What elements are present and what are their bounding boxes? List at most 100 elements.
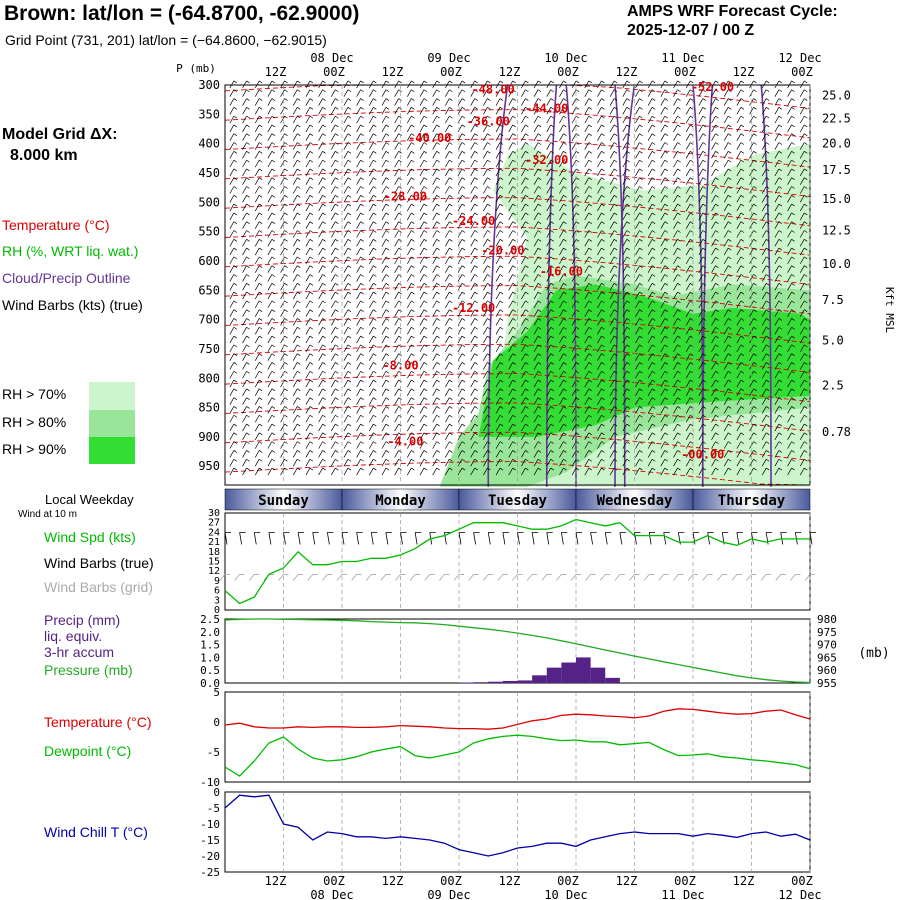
- wind-barb: [445, 379, 453, 388]
- wind-barb: [407, 98, 415, 106]
- wind-barb: [483, 344, 491, 353]
- top-x-tick: 12Z: [265, 65, 287, 79]
- forecast-cycle-label: AMPS WRF Forecast Cycle:: [627, 3, 838, 20]
- wind-barb: [609, 291, 618, 300]
- wind-barb: [597, 177, 605, 185]
- wind-barb: [343, 230, 352, 238]
- wind-barb: [635, 362, 643, 370]
- wind-barb: [761, 318, 770, 326]
- wind-barb: [368, 274, 377, 282]
- wind-barb: [356, 414, 364, 423]
- wind-barb: [774, 230, 783, 238]
- wind-barb: [799, 221, 808, 229]
- wind-barb: [584, 458, 592, 467]
- wind-barb: [609, 458, 618, 467]
- wind-barb: [343, 274, 352, 282]
- wind-barb: [419, 432, 428, 441]
- wind-barb: [419, 203, 428, 212]
- wind-barb: [711, 212, 719, 221]
- wind-barb: [761, 309, 770, 317]
- wind-barb: [432, 309, 440, 317]
- wind-barb: [432, 300, 440, 309]
- wind-barb: [368, 107, 377, 115]
- wind-barb: [685, 133, 694, 141]
- wind-barb: [381, 379, 390, 388]
- wind-barb: [749, 423, 757, 432]
- wind-barb-true: [385, 532, 392, 545]
- wind-barb: [280, 423, 288, 432]
- wind-barb: [368, 353, 377, 361]
- wind-barb: [432, 221, 440, 229]
- wind-barb: [799, 124, 808, 133]
- wind-barb: [368, 89, 377, 97]
- wind-barb: [749, 344, 757, 353]
- wind-y-tick: 9: [214, 576, 220, 587]
- wind-barb: [660, 142, 669, 150]
- wind-barb: [698, 89, 707, 97]
- legend-windchill: Wind Chill T (°C): [44, 824, 148, 840]
- wind-barb: [242, 265, 250, 273]
- bottom-x-tick: 12Z: [499, 874, 521, 888]
- wind-barb: [495, 89, 504, 97]
- wind-barb: [546, 230, 554, 238]
- wind-barb: [280, 151, 288, 159]
- wind-barb: [521, 195, 529, 203]
- wind-barb: [597, 379, 605, 388]
- wind-barb: [229, 370, 238, 379]
- wind-barb: [609, 467, 618, 476]
- wind-barb: [559, 230, 567, 238]
- wind-barb: [559, 379, 567, 388]
- top-x-tick: 00Z: [791, 65, 813, 79]
- wind-barb: [609, 151, 618, 159]
- wind-barb: [533, 274, 542, 282]
- wind-barb: [673, 274, 681, 282]
- wind-barb: [445, 318, 453, 326]
- wind-barb: [799, 379, 808, 388]
- wind-barb: [280, 124, 288, 133]
- wind-barb-true: [634, 532, 641, 545]
- wind-barb: [698, 107, 707, 115]
- wind-barb: [609, 159, 618, 168]
- wind-barb: [584, 388, 592, 397]
- wind-barb: [787, 458, 795, 467]
- wind-barb: [457, 203, 466, 212]
- wind-barb: [381, 133, 390, 141]
- wind-barb: [280, 133, 288, 141]
- wind-barb: [305, 151, 314, 159]
- wind-barb: [660, 300, 669, 309]
- wind-barb: [508, 238, 516, 247]
- wind-barb: [292, 379, 301, 388]
- wind-barb: [799, 318, 808, 326]
- wind-barb: [343, 115, 352, 124]
- wind-barb: [343, 124, 352, 133]
- wind-barb-grid: [468, 574, 479, 581]
- wind-barb: [343, 379, 352, 388]
- wind-barb: [318, 353, 326, 361]
- wind-barb: [533, 406, 542, 414]
- wind-barb: [609, 142, 618, 150]
- wind-barb: [419, 98, 428, 106]
- wind-barb: [419, 397, 428, 405]
- wind-barb-true: [517, 532, 524, 545]
- wind-barb: [280, 379, 288, 388]
- wind-barb: [723, 344, 732, 353]
- wind-barb: [470, 203, 478, 212]
- wind-barb: [635, 238, 643, 247]
- wind-barb: [584, 406, 592, 414]
- wind-barb: [761, 467, 770, 476]
- wind-barb: [280, 282, 288, 291]
- wind-barb: [685, 186, 694, 194]
- wind-barb: [761, 326, 770, 335]
- wind-barb: [774, 203, 783, 212]
- wind-barb: [774, 282, 783, 291]
- wind-barb: [495, 177, 504, 185]
- wind-barb: [597, 124, 605, 133]
- wind-barb: [723, 467, 732, 476]
- wind-barb: [546, 326, 554, 335]
- wind-barb: [318, 441, 326, 449]
- wind-barb: [254, 186, 263, 194]
- wind-barb: [483, 203, 491, 212]
- wind-barb: [229, 388, 238, 397]
- wind-barb: [799, 423, 808, 432]
- wind-barb: [407, 256, 415, 265]
